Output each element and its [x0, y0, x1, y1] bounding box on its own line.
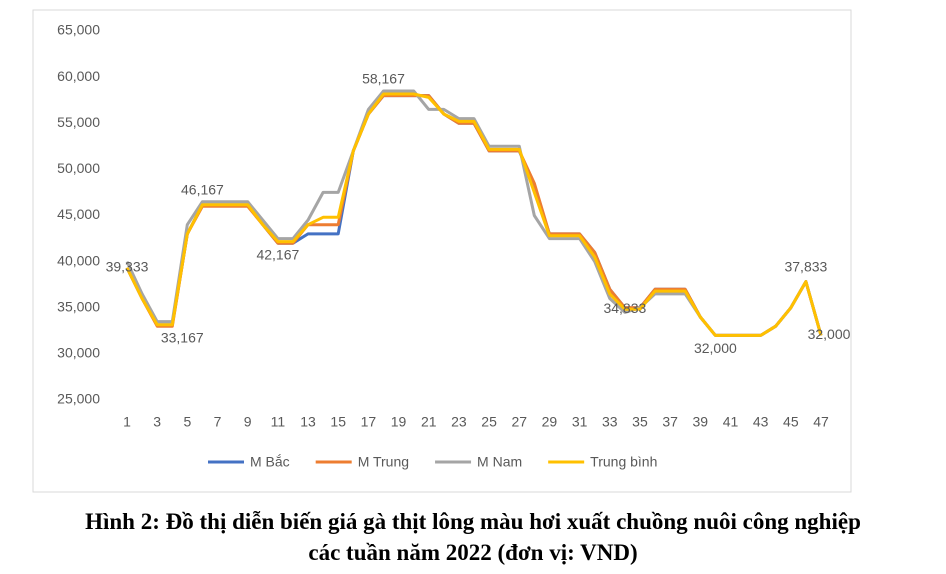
x-tick-label: 21: [421, 414, 437, 430]
x-tick-label: 17: [361, 414, 377, 430]
x-tick-label: 25: [481, 414, 497, 430]
x-tick-label: 13: [300, 414, 316, 430]
data-label: 58,167: [362, 71, 405, 87]
x-tick-label: 37: [662, 414, 678, 430]
data-label: 33,167: [161, 329, 204, 345]
data-label: 32,000: [808, 326, 851, 342]
data-label: 34,833: [603, 300, 646, 316]
series-line: [125, 92, 823, 337]
y-tick-label: 50,000: [57, 160, 100, 176]
x-tick-label: 23: [451, 414, 467, 430]
x-tick-label: 41: [723, 414, 739, 430]
chart: 25,000 30,000 35,000 40,000 45,000 50,000 55,0…: [32, 9, 852, 493]
y-tick-label: 55,000: [57, 114, 100, 130]
x-tick-label: 39: [693, 414, 709, 430]
y-tick-label: 30,000: [57, 345, 100, 361]
x-tick-label: 35: [632, 414, 648, 430]
data-label: 32,000: [694, 340, 737, 356]
x-tick-label: 47: [813, 414, 829, 430]
x-tick-label: 9: [244, 414, 252, 430]
x-tick-label: 7: [214, 414, 222, 430]
x-tick-label: 3: [153, 414, 161, 430]
legend-label: Trung bình: [590, 454, 657, 470]
y-tick-label: 35,000: [57, 298, 100, 314]
data-label: 37,833: [784, 258, 827, 274]
caption-box: Hình 2: Đồ thị diễn biến giá gà thịt lôn…: [0, 506, 946, 568]
y-tick-label: 45,000: [57, 206, 100, 222]
legend-label: M Bắc: [250, 454, 290, 470]
x-tick-label: 5: [183, 414, 191, 430]
x-tick-label: 33: [602, 414, 618, 430]
x-tick-label: 15: [330, 414, 346, 430]
x-tick-label: 45: [783, 414, 799, 430]
caption: Hình 2: Đồ thị diễn biến giá gà thịt lôn…: [85, 509, 861, 565]
x-tick-label: 29: [542, 414, 558, 430]
data-label: 42,167: [256, 246, 299, 262]
x-tick-label: 43: [753, 414, 769, 430]
x-tick-label: 1: [123, 414, 131, 430]
data-label: 46,167: [181, 181, 224, 197]
legend-label: M Nam: [477, 454, 522, 470]
x-tick-label: 31: [572, 414, 588, 430]
y-tick-label: 60,000: [57, 68, 100, 84]
legend-label: M Trung: [358, 454, 409, 470]
y-tick-label: 25,000: [57, 391, 100, 407]
x-tick-label: 27: [511, 414, 527, 430]
x-tick-label: 11: [271, 414, 286, 430]
y-tick-label: 40,000: [57, 252, 100, 268]
y-tick-label: 65,000: [57, 22, 100, 38]
data-label: 39,333: [106, 258, 149, 274]
chart-frame: [32, 9, 852, 493]
x-tick-label: 19: [391, 414, 407, 430]
